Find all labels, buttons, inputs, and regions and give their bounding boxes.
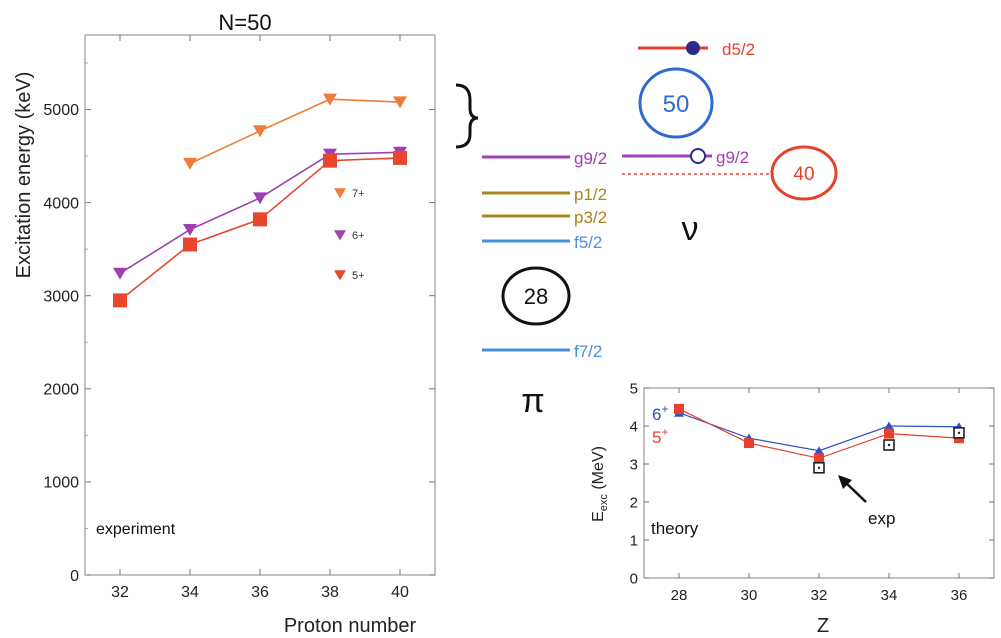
x-tick-label: 36 — [251, 584, 269, 601]
y-tick-label: 2 — [630, 494, 638, 511]
y-tick-label: 3 — [630, 456, 638, 473]
y-tick-label: 4 — [630, 418, 638, 435]
data-point — [323, 93, 337, 106]
data-point — [884, 428, 894, 439]
x-tick-label: 36 — [951, 587, 968, 604]
data-point — [814, 453, 824, 464]
y-tick-label: 5000 — [43, 102, 79, 119]
proton-level-p1-2-label: p1/2 — [574, 185, 607, 204]
legend-label: 6+ — [352, 230, 365, 242]
legend: 7+ 6+ 5+ — [334, 188, 365, 282]
y-tick-label: 1 — [630, 532, 638, 549]
data-point — [113, 293, 127, 308]
x-tick-label: 32 — [811, 587, 828, 604]
data-point — [183, 223, 197, 236]
neutron-level-g9-2-label: g9/2 — [716, 148, 749, 167]
proton-level-g9-2-label: g9/2 — [574, 149, 607, 168]
magic-number-40-ring — [770, 145, 838, 201]
y-tick-label: 3000 — [43, 288, 79, 305]
data-point — [183, 237, 197, 252]
data-point — [674, 403, 684, 414]
data-point — [393, 150, 407, 165]
legend-label: 5+ — [352, 270, 365, 282]
x-axis-label-theory: Z — [817, 615, 829, 637]
experiment-chart: N=50 32 34 36 38 40 0 1000 2000 3000 4000 5000 7+ 6… — [13, 10, 436, 637]
proton-level-p3-2-label: p3/2 — [574, 208, 607, 227]
x-tick-label: 30 — [741, 587, 758, 604]
y-axis-label-theory: Eexc (MeV) — [590, 446, 610, 522]
legend-marker — [334, 188, 346, 199]
chart-title: N=50 — [218, 10, 271, 35]
y-tick-label: 1000 — [43, 475, 79, 492]
x-tick-label: 38 — [321, 584, 339, 601]
annotation-experiment: experiment — [96, 521, 176, 538]
legend-5plus-label: 5+ — [652, 425, 668, 447]
x-tick-label: 34 — [181, 584, 199, 601]
level-scheme: g9/2 p1/2 p3/2 f5/2 f7/2 28 π d5/2 g9/2 … — [455, 40, 838, 420]
annotation-theory: theory — [651, 519, 699, 538]
data-point — [253, 212, 267, 227]
magic-number-28: 28 — [524, 284, 548, 309]
data-series-theory — [674, 403, 965, 474]
data-point — [183, 157, 197, 170]
legend-label: 7+ — [352, 188, 365, 200]
x-axis-label: Proton number — [284, 615, 417, 637]
magic-number-50: 50 — [663, 91, 690, 118]
x-tick-label: 40 — [391, 584, 409, 601]
proton-symbol: π — [521, 382, 544, 420]
data-point — [113, 267, 127, 280]
series-line — [678, 412, 960, 452]
proton-level-f5-2-label: f5/2 — [574, 233, 602, 252]
magic-number-40: 40 — [793, 164, 814, 185]
x-tick-label: 32 — [111, 584, 129, 601]
x-tick-label: 28 — [671, 587, 688, 604]
neutron-hole-marker — [690, 148, 706, 164]
neutron-occupied-marker — [686, 41, 700, 55]
data-point — [393, 96, 407, 109]
y-tick-label: 4000 — [43, 195, 79, 212]
curly-brace — [455, 83, 479, 149]
y-axis-label: Excitation energy (keV) — [13, 72, 35, 279]
legend-6plus-label: 6+ — [652, 402, 668, 424]
y-tick-label: 0 — [70, 568, 79, 585]
y-tick-label: 0 — [630, 570, 638, 587]
legend-marker — [334, 270, 346, 281]
proton-level-f7-2-label: f7/2 — [574, 342, 602, 361]
plot-frame — [84, 34, 436, 576]
data-point — [323, 153, 337, 168]
data-series — [113, 93, 407, 308]
plot-frame-theory — [643, 387, 995, 579]
data-point — [884, 421, 894, 430]
axes: 32 34 36 38 40 0 1000 2000 3000 4000 5000 — [43, 35, 435, 601]
exp-label: exp — [868, 509, 895, 528]
neutron-symbol: ν — [682, 210, 699, 248]
data-point — [883, 439, 895, 451]
x-tick-label: 34 — [881, 587, 898, 604]
data-point — [253, 125, 267, 138]
data-point — [814, 446, 824, 455]
magic-number-28-ring — [501, 266, 571, 326]
data-point — [253, 192, 267, 205]
series-line — [189, 98, 401, 165]
exp-arrow-shaft — [844, 481, 867, 503]
data-point — [744, 438, 754, 449]
magic-number-50-ring — [638, 67, 714, 139]
data-point — [953, 427, 965, 439]
data-point — [813, 461, 825, 474]
legend-marker — [334, 230, 346, 241]
y-tick-label: 2000 — [43, 382, 79, 399]
neutron-level-d5-2-label: d5/2 — [722, 40, 755, 59]
exp-arrow-head — [838, 475, 852, 489]
y-tick-label: 5 — [630, 380, 638, 397]
